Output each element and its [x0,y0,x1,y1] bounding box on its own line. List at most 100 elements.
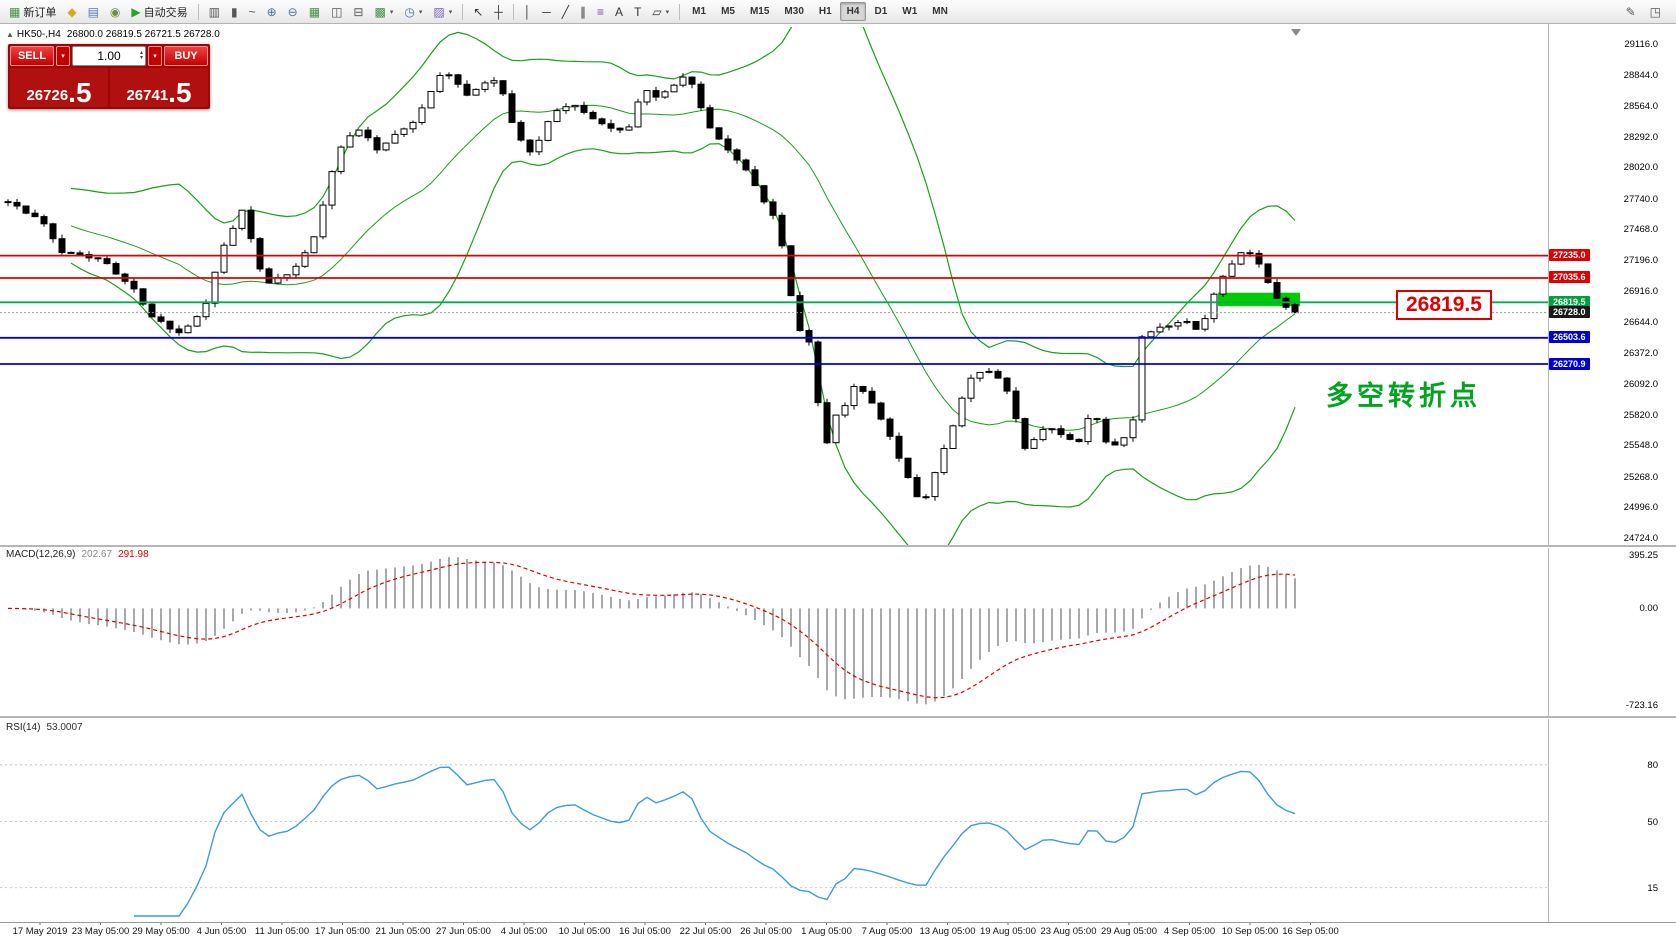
timeframe-d1-button[interactable]: D1 [874,6,888,17]
sell-price-button[interactable]: 26726.5 [10,68,108,107]
new-chart-button[interactable]: ▩ ▾ [369,1,398,23]
periods-button-caret-icon: ▾ [418,8,423,16]
candlestick-chart-button[interactable]: ▮ [226,1,243,23]
zoom-in-icon: ⊕ [266,4,277,19]
price-axis-label: 27196.0 [1623,254,1658,266]
text-label-button[interactable]: T [629,1,646,23]
trade-panel-prices: 26726.5 26741.5 [10,68,208,107]
time-axis-label: 21 Jun 05:00 [375,926,431,937]
price-callout-label[interactable]: 26819.5 [1396,290,1492,320]
horizontal-line-button[interactable]: ─ [537,1,556,23]
price-axis-label: 26644.0 [1623,317,1658,329]
zoom-in-button[interactable]: ⊕ [262,1,282,23]
vertical-line-icon: │ [523,4,532,19]
trendline-icon: ╱ [561,4,570,19]
fibonacci-icon: ≡ [597,4,605,19]
new-chart-icon: ▩ [374,4,386,19]
one-click-trading-panel: SELL ▾ 1.00 ▴ ▾ ▾ BUY 26726.5 26741.5 [8,44,210,109]
timeframe-w1-button[interactable]: W1 [902,6,918,17]
tile-windows-button[interactable]: ▦ [304,1,325,23]
trendline-button[interactable]: ╱ [557,1,574,23]
candlestick-icon: ▮ [230,4,238,19]
market-watch-button[interactable]: ▤ [83,1,104,23]
new-order-button-label: 新订单 [23,6,57,19]
shapes-button[interactable]: ▱ ▾ [647,1,674,23]
arrange-horizontal-button[interactable]: ⊟ [348,1,368,23]
toolbar-items: ▦ 新订单 ◆ ▤ ◉ ▶ 自动交易 ▥ ▮ ~ ⊕ ⊖ ▦ ◫ ⊟ ▩ ▾ ◷ ▾ ▨ ▾ ↖ ┼ │ ─ ╱ ∥ ≡ A T ▱ ▾ M1 M… [4,1,1621,23]
toolbar-windows-button[interactable]: ◳ [1645,1,1666,23]
template-icon: ▨ [433,4,445,19]
macd-axis-label: 0.00 [1639,603,1659,615]
data-window-button[interactable]: ◉ [105,1,125,23]
main-toolbar: ▦ 新订单 ◆ ▤ ◉ ▶ 自动交易 ▥ ▮ ~ ⊕ ⊖ ▦ ◫ ⊟ ▩ ▾ ◷ ▾ ▨ ▾ ↖ ┼ │ ─ ╱ ∥ ≡ A T ▱ ▾ M1 M… [0,0,1676,24]
price-tag-26270.9: 26270.9 [1549,357,1590,370]
pencil-icon: ✎ [1625,4,1636,19]
cursor-icon: ↖ [473,4,484,19]
rsi-indicator-label: RSI(14) 53.0007 [6,722,83,733]
time-axis-label: 4 Sep 05:00 [1163,926,1216,937]
timeframe-m15-button[interactable]: M15 [749,6,770,17]
chart-collapse-icon[interactable]: ▲ [6,30,14,39]
buy-price-int: 26741 [126,87,169,105]
timeframe-mn-button[interactable]: MN [932,6,948,17]
macd-name: MACD(12,26,9) [6,549,76,560]
chart-symbol-period: HK50-,H4 [16,29,61,40]
zoom-out-button[interactable]: ⊖ [283,1,303,23]
timeframe-h4-button[interactable]: H4 [839,2,867,21]
crosshair-button[interactable]: ┼ [489,1,508,23]
timeframe-m5-button[interactable]: M5 [721,6,735,17]
line-chart-button[interactable]: ~ [244,1,261,23]
volume-value: 1.00 [97,49,121,63]
time-axis-label: 22 Jul 05:00 [679,926,732,937]
price-axis-label: 25548.0 [1623,440,1658,452]
arrange-vertical-button[interactable]: ◫ [326,1,347,23]
time-axis-label: 19 Aug 05:00 [980,926,1036,937]
volume-spinner[interactable]: ▴ ▾ [140,48,143,64]
sell-options-dropdown[interactable]: ▾ [56,46,70,66]
autotrading-play-icon: ▶ [131,4,141,19]
horizontal-line-icon: ─ [542,4,551,19]
buy-button[interactable]: BUY [164,46,208,66]
buy-price-button[interactable]: 26741.5 [110,68,208,107]
chart-title: ▲ HK50-,H4 26800.0 26819.5 26721.5 26728.0 [6,29,220,40]
cursor-button[interactable]: ↖ [468,1,488,23]
timeframe-h1-button[interactable]: H1 [818,6,832,17]
templates-button[interactable]: ▨ ▾ [428,1,457,23]
chart-shift-marker[interactable] [1291,29,1301,36]
fibonacci-button[interactable]: ≡ [592,1,609,23]
vertical-line-button[interactable]: │ [519,1,537,23]
text-button[interactable]: A [610,1,628,23]
time-axis-label: 11 Jun 05:00 [254,926,310,937]
timeframe-m30-button[interactable]: M30 [784,6,804,17]
spinner-down-icon[interactable]: ▾ [139,55,143,61]
price-axis-label: 29116.0 [1624,39,1658,50]
panel-separator-macd[interactable] [0,545,1676,548]
new-order-button[interactable]: ▦ 新订单 [4,1,61,23]
bar-chart-button[interactable]: ▥ [204,1,225,23]
volume-field[interactable]: 1.00 ▴ ▾ [72,46,146,66]
price-axis-label: 26092.0 [1623,379,1658,391]
sell-button[interactable]: SELL [10,46,54,66]
periods-button[interactable]: ◷ ▾ [399,1,427,23]
autotrading-button[interactable]: ▶ 自动交易 [126,1,192,23]
timeframe-m1-button[interactable]: M1 [692,6,707,17]
market-watch-icon: ▤ [87,4,99,19]
arrange-horizontal-icon: ⊟ [353,4,364,19]
panel-separator-rsi[interactable] [0,716,1676,719]
price-axis-label: 24724.0 [1623,533,1658,544]
time-axis-label: 4 Jul 05:00 [500,926,548,937]
templates-button-caret-icon: ▾ [448,8,453,16]
time-axis-label: 10 Jul 05:00 [558,926,611,937]
price-tag-27035.6: 27035.6 [1549,271,1590,284]
price-axis-label: 26372.0 [1623,347,1658,359]
turning-point-annotation[interactable]: 多空转折点 [1326,381,1481,411]
toolbar-customize-button[interactable]: ✎ [1621,1,1641,23]
toolbar-separator [462,3,464,20]
metaeditor-icon: ◆ [67,4,77,19]
spinner-up-icon[interactable]: ▴ [139,50,143,56]
channel-button[interactable]: ∥ [575,1,591,23]
metaeditor-button[interactable]: ◆ [62,1,81,23]
buy-options-dropdown[interactable]: ▾ [148,46,162,66]
